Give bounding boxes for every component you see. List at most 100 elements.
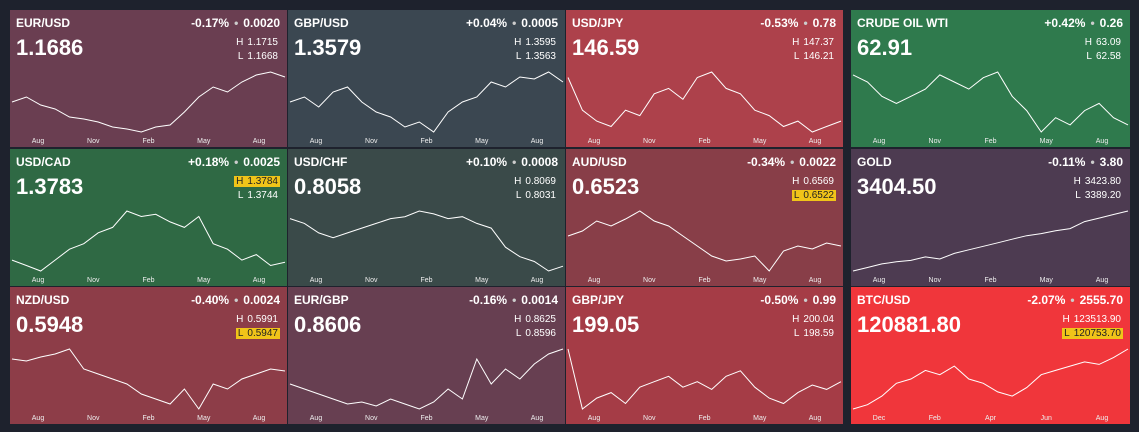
sparkline-chart: Aug Nov Feb May Aug	[289, 210, 564, 284]
change-amount: 0.0014	[507, 293, 558, 307]
quote-tile[interactable]: AUD/USD-0.34%0.00220.6523H0.6569L0.6522A…	[566, 149, 843, 286]
low-value: 1.1668	[247, 51, 278, 62]
price: 120881.80	[857, 312, 961, 337]
quote-tile[interactable]: GBP/USD+0.04%0.00051.3579H1.3595L1.3563A…	[288, 10, 565, 147]
high-label: H	[792, 176, 800, 187]
quote-tile[interactable]: CRUDE OIL WTI+0.42%0.2662.91H63.09L62.58…	[851, 10, 1130, 147]
price: 3404.50	[857, 174, 937, 199]
sparkline-chart: Aug Nov Feb May Aug	[289, 71, 564, 145]
change-amount: 0.0005	[507, 16, 558, 30]
low-label: L	[1086, 51, 1092, 62]
symbol: GOLD	[857, 155, 892, 169]
change-amount: 0.0020	[229, 16, 280, 30]
low-value: 0.5947	[247, 328, 278, 339]
high-label: H	[1084, 37, 1092, 48]
high-price: H 123513.90	[1060, 314, 1123, 325]
x-tick-label: Nov	[87, 138, 100, 145]
low-price: L 62.58	[1084, 51, 1123, 62]
x-tick-label: Feb	[698, 415, 710, 422]
change-percent: -2.07%	[1027, 293, 1066, 307]
change: -0.34%0.0022	[747, 155, 836, 169]
x-tick-label: Nov	[929, 138, 942, 145]
high-value: 63.09	[1095, 37, 1121, 48]
sparkline	[852, 71, 1129, 133]
high-value: 0.6569	[803, 176, 834, 187]
symbol: NZD/USD	[16, 293, 70, 307]
change-percent: -0.53%	[760, 16, 799, 30]
high-label: H	[1073, 176, 1081, 187]
x-tick-label: Feb	[984, 138, 996, 145]
x-tick-label: Aug	[310, 415, 323, 422]
quote-tile[interactable]: EUR/GBP-0.16%0.00140.8606H0.8625L0.8596A…	[288, 287, 565, 424]
change: -0.50%0.99	[760, 293, 836, 307]
symbol: BTC/USD	[857, 293, 911, 307]
high-price: H 1.1715	[234, 37, 280, 48]
x-tick-label: Nov	[643, 277, 656, 284]
quote-tile[interactable]: EUR/USD-0.17%0.00201.1686H1.1715L1.1668A…	[10, 10, 287, 147]
sparkline-chart: Aug Nov Feb May Aug	[567, 71, 842, 145]
high-label: H	[236, 176, 244, 187]
quote-tile[interactable]: NZD/USD-0.40%0.00240.5948H0.5991L0.5947A…	[10, 287, 287, 424]
change: -0.11%3.80	[1048, 155, 1123, 169]
quote-tile[interactable]: GOLD-0.11%3.803404.50H3423.80L3389.20Aug…	[851, 149, 1130, 286]
high-value: 147.37	[803, 37, 834, 48]
change: -0.17%0.0020	[191, 16, 280, 30]
low-value: 146.21	[803, 51, 834, 62]
x-tick-label: Nov	[929, 277, 942, 284]
x-tick-label: Aug	[32, 277, 45, 284]
change: -0.16%0.0014	[469, 293, 558, 307]
low-value: 0.8596	[525, 328, 556, 339]
sparkline	[289, 210, 564, 272]
sparkline-chart: Aug Nov Feb May Aug	[289, 348, 564, 422]
price: 199.05	[572, 312, 640, 337]
x-tick-label: Aug	[873, 277, 886, 284]
low-price: L 1.3744	[236, 190, 280, 201]
symbol: EUR/USD	[16, 16, 71, 30]
high-value: 0.8625	[525, 314, 556, 325]
low-price: L 3389.20	[1073, 190, 1123, 201]
change: -0.53%0.78	[760, 16, 836, 30]
high-label: H	[236, 37, 244, 48]
x-tick-label: Apr	[985, 415, 997, 422]
change: -0.40%0.0024	[191, 293, 280, 307]
sparkline	[289, 348, 564, 410]
change-amount: 3.80	[1085, 155, 1123, 169]
low-value: 198.59	[803, 328, 834, 339]
low-label: L	[237, 51, 244, 62]
high-value: 1.3595	[525, 37, 556, 48]
low-price: L 146.21	[792, 51, 836, 62]
sparkline	[567, 210, 842, 272]
x-tick-label: Aug	[588, 277, 601, 284]
low-label: L	[515, 190, 522, 201]
high-value: 0.8069	[525, 176, 556, 187]
high-label: H	[1062, 314, 1070, 325]
quote-tile[interactable]: USD/CHF+0.10%0.00080.8058H0.8069L0.8031A…	[288, 149, 565, 286]
high-value: 1.3784	[247, 176, 278, 187]
sparkline-chart: Aug Nov Feb May Aug	[11, 71, 286, 145]
change-amount: 0.26	[1085, 16, 1123, 30]
sparkline	[852, 210, 1129, 272]
quote-tile[interactable]: USD/CAD+0.18%0.00251.3783H1.3784L1.3744A…	[10, 149, 287, 286]
x-tick-label: Aug	[873, 138, 886, 145]
change: -2.07%2555.70	[1027, 293, 1123, 307]
low-label: L	[237, 328, 244, 339]
x-tick-label: Aug	[32, 415, 45, 422]
change-amount: 2555.70	[1065, 293, 1123, 307]
low-label: L	[515, 328, 522, 339]
quote-tile[interactable]: USD/JPY-0.53%0.78146.59H147.37L146.21Aug…	[566, 10, 843, 147]
quote-tile[interactable]: GBP/JPY-0.50%0.99199.05H200.04L198.59Aug…	[566, 287, 843, 424]
x-tick-label: Feb	[929, 415, 941, 422]
x-tick-label: Aug	[253, 277, 266, 284]
symbol: CRUDE OIL WTI	[857, 16, 949, 30]
x-tick-label: May	[753, 415, 767, 422]
sparkline	[567, 348, 842, 410]
symbol: EUR/GBP	[294, 293, 349, 307]
x-tick-label: Aug	[253, 415, 266, 422]
symbol: GBP/JPY	[572, 293, 625, 307]
x-tick-label: Feb	[142, 415, 154, 422]
low-label: L	[1064, 328, 1070, 339]
x-tick-label: Feb	[984, 277, 996, 284]
x-tick-label: May	[753, 138, 767, 145]
